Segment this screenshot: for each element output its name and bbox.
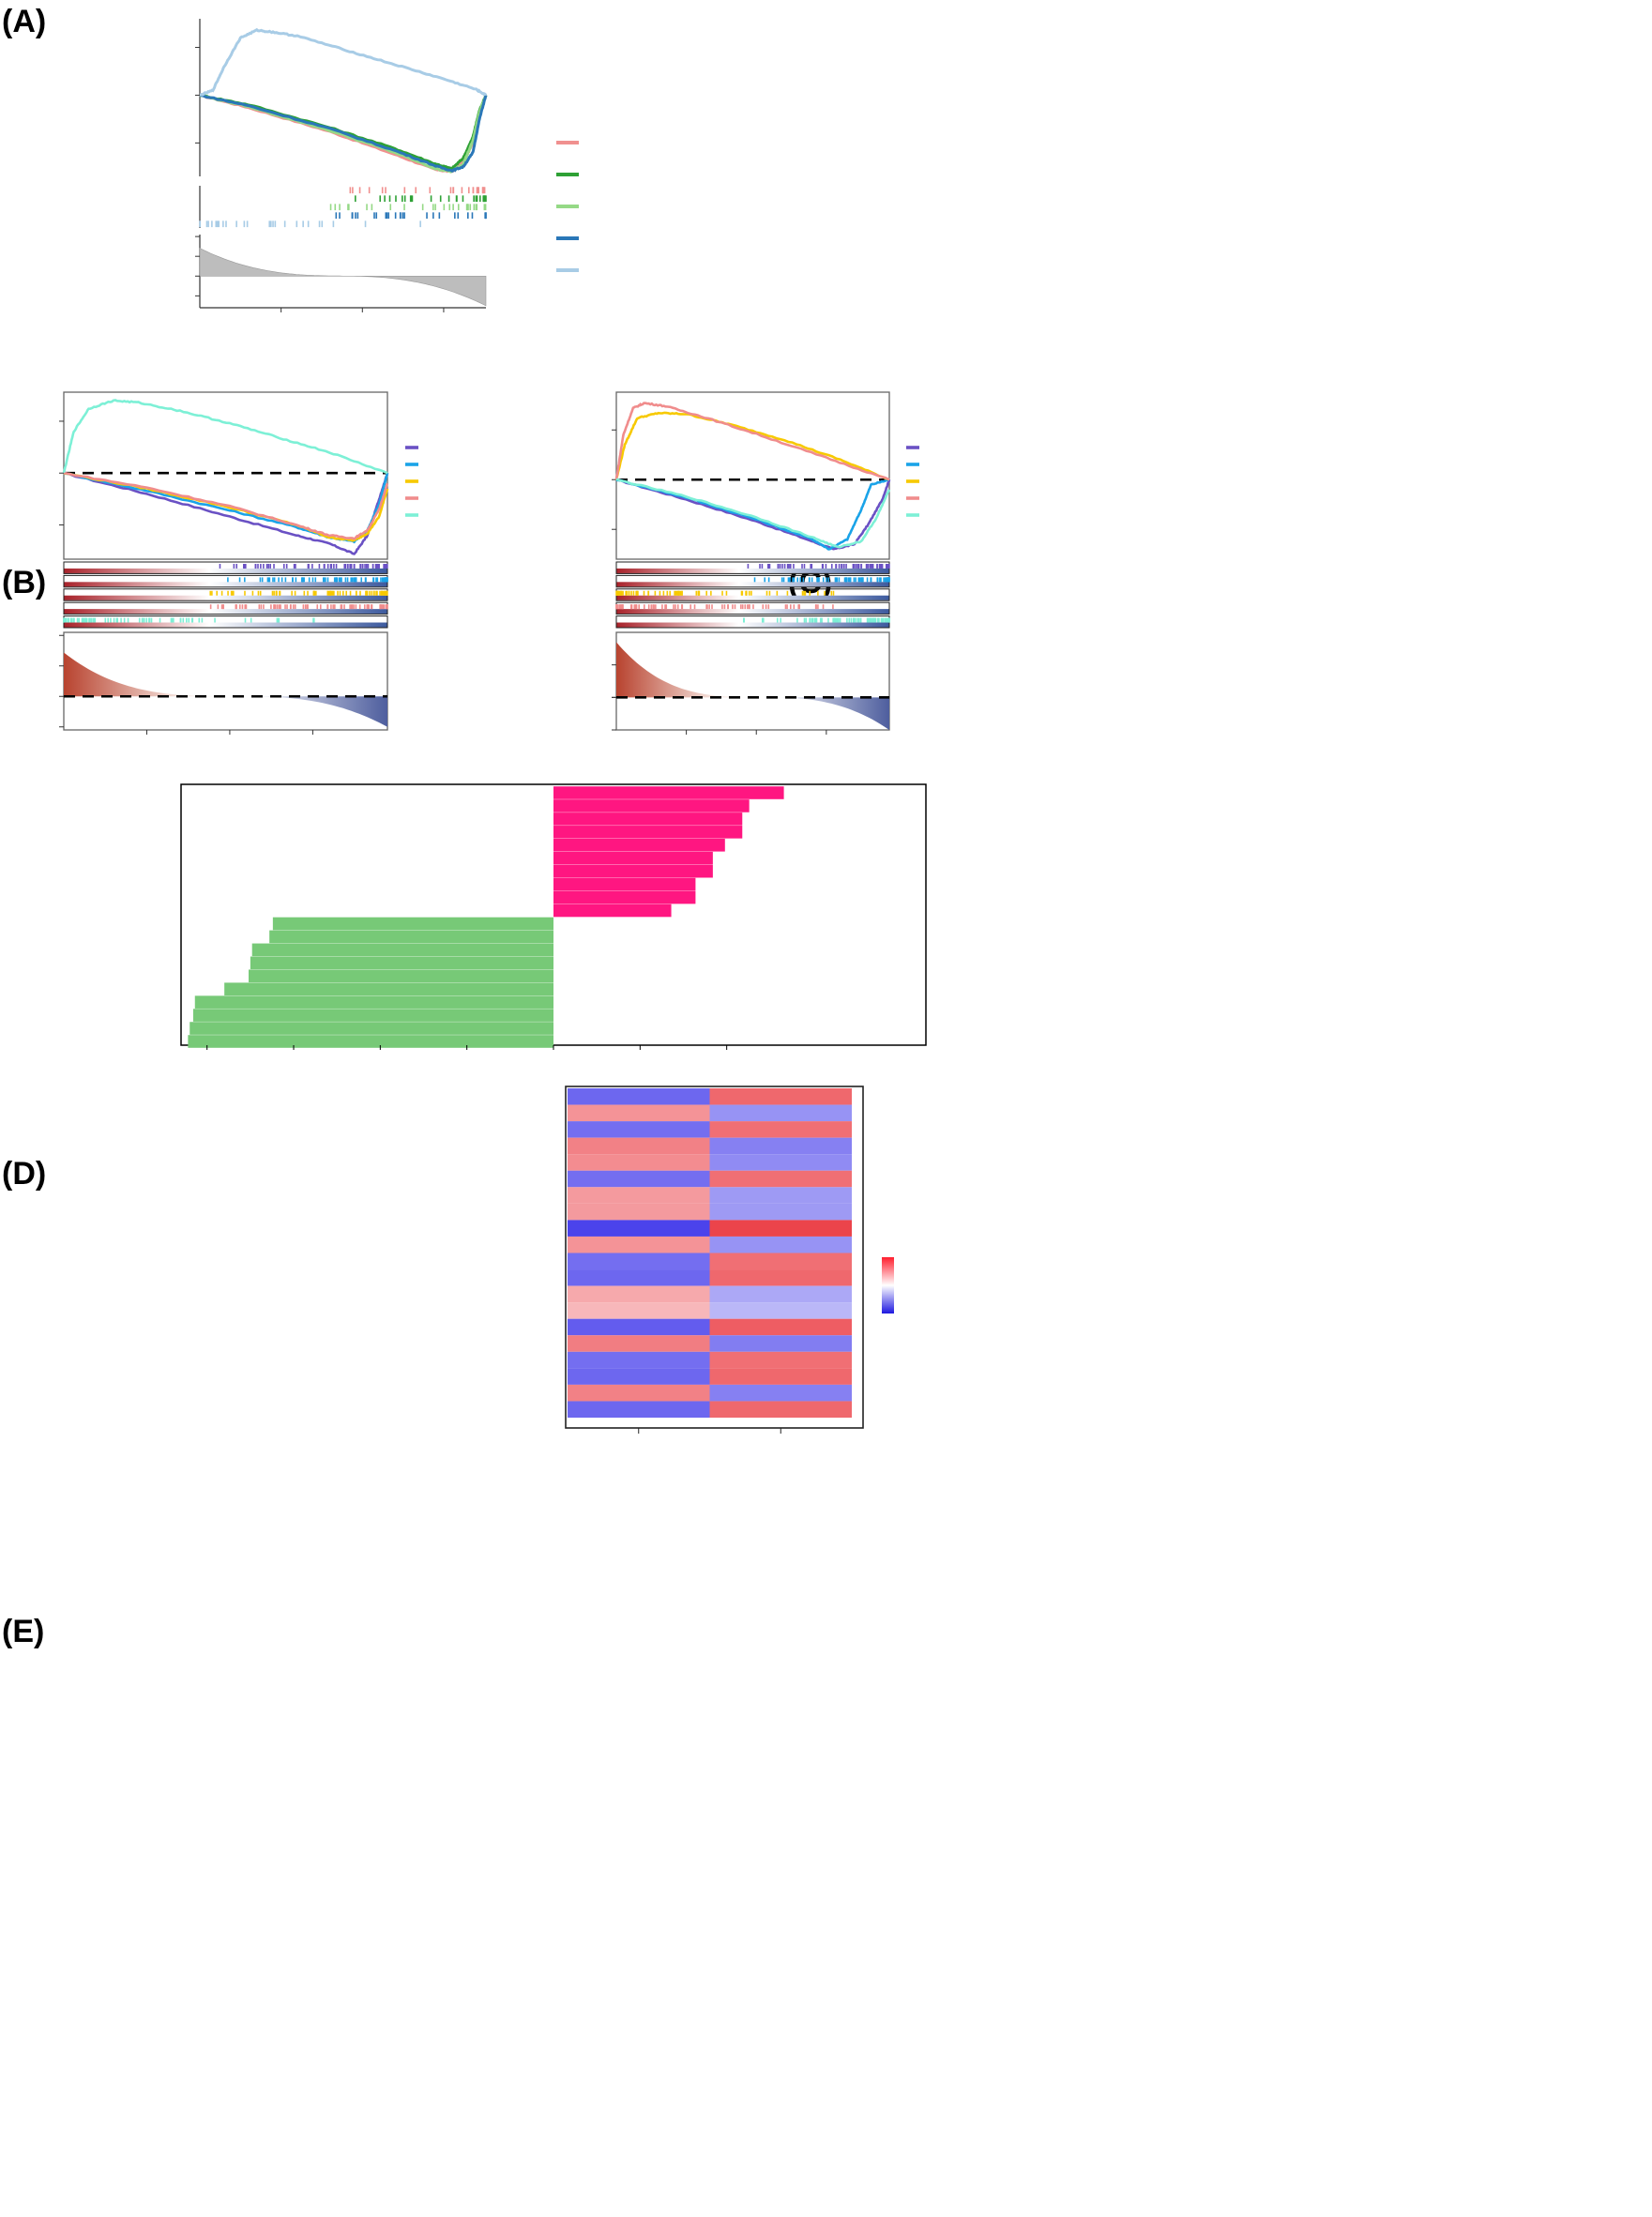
series-line-kegg-allograft-rejection [199, 94, 488, 174]
heatmap-cell [709, 1154, 852, 1171]
bar [188, 1035, 553, 1048]
es-frame [63, 391, 388, 560]
panel-d-barchart [180, 783, 927, 1050]
heatmap-cell [568, 1187, 710, 1204]
panel-b-gsea [59, 391, 418, 735]
heatmap-cell [568, 1154, 710, 1171]
bar [553, 826, 743, 839]
panel-label-d: (D) [2, 1156, 46, 1192]
series-line-spliceosome [63, 472, 389, 542]
heatmap-cell [568, 1203, 710, 1221]
hit-band-gradient [64, 582, 387, 587]
heatmap-cell [709, 1384, 852, 1402]
bar [269, 930, 553, 944]
heatmap-cell [709, 1335, 852, 1352]
panel-label-a: (A) [2, 4, 46, 39]
heatmap-cell [568, 1318, 710, 1336]
heatmap-cell [709, 1401, 852, 1418]
ranked-list-area [199, 248, 487, 307]
hit-band-gradient [64, 609, 387, 615]
bar [553, 877, 696, 891]
heatmap-cell [568, 1384, 710, 1402]
heatmap-cell [709, 1137, 852, 1155]
series-line-kegg-ribosome [200, 27, 488, 97]
ranked-list-area [616, 642, 889, 730]
heatmap-cell [709, 1203, 852, 1221]
series-line-ribosome [63, 471, 389, 555]
series-line-cytokine-cytokine-receptor-interaction [614, 411, 890, 481]
hit-band-gradient [64, 568, 387, 573]
heatmap-cell [709, 1318, 852, 1336]
heatmap-cell [709, 1187, 852, 1204]
heatmap-cell [709, 1104, 852, 1122]
bar [553, 904, 672, 918]
bar [272, 917, 553, 931]
series-line-hematopoietic-cell-lineage [62, 399, 388, 475]
series-line-parkinson-s-disease [63, 471, 389, 540]
panel-label-e: (E) [2, 1614, 44, 1649]
bar [224, 982, 554, 996]
series-line-hematopoietic-cell-lineage [614, 402, 890, 481]
heatmap-cell [568, 1285, 710, 1303]
hit-band-gradient [64, 595, 387, 600]
panel-e-heatmap [565, 1086, 894, 1434]
heatmap-cell [709, 1253, 852, 1270]
bar [553, 851, 713, 865]
colour-legend-bar [882, 1257, 894, 1313]
bar [189, 1022, 554, 1035]
heatmap-cell [568, 1302, 710, 1319]
heatmap-cell [709, 1269, 852, 1286]
series-line-spliceosome [615, 478, 891, 551]
hit-band-gradient [616, 622, 889, 628]
heatmap-cell [568, 1401, 710, 1418]
heatmap-frame [565, 1086, 864, 1429]
bar [194, 995, 553, 1009]
heatmap-cell [568, 1335, 710, 1352]
heatmap-cell [709, 1368, 852, 1385]
panel-label-b: (B) [2, 565, 46, 600]
heatmap-cell [568, 1170, 710, 1188]
heatmap-cell [568, 1088, 710, 1105]
bar [249, 969, 553, 983]
bar [553, 812, 743, 826]
bar [250, 956, 553, 970]
series-line-oxidative-phosphorylation [615, 478, 891, 549]
bar [192, 1009, 553, 1022]
hit-band-gradient [64, 622, 387, 628]
panel-a-gsea [195, 19, 579, 312]
heatmap-cell [709, 1285, 852, 1303]
heatmap-cell [568, 1351, 710, 1369]
bar [553, 786, 784, 799]
heatmap-cell [709, 1121, 852, 1138]
bar [553, 838, 725, 852]
series-line-ribosome [615, 478, 890, 551]
heatmap-cell [709, 1220, 852, 1237]
heatmap-cell [568, 1121, 710, 1138]
hit-band-gradient [616, 582, 889, 587]
heatmap-cell [568, 1220, 710, 1237]
hit-band-gradient [616, 595, 889, 600]
bar [553, 799, 750, 812]
heatmap-cell [568, 1137, 710, 1155]
heatmap-cell [568, 1269, 710, 1286]
series-line-kegg-intestinal-immune-network-for-iga-production [199, 93, 488, 173]
ranked-list-area [64, 652, 387, 727]
heatmap-cell [709, 1302, 852, 1319]
heatmap-cell [568, 1236, 710, 1253]
heatmap-cell [709, 1351, 852, 1369]
bar [553, 890, 696, 904]
panel-c-gsea [612, 391, 919, 735]
heatmap-cell [709, 1170, 852, 1188]
bar [251, 943, 553, 957]
hit-band-gradient [616, 568, 889, 573]
heatmap-cell [709, 1088, 852, 1105]
hit-band-gradient [616, 609, 889, 615]
heatmap-cell [568, 1104, 710, 1122]
heatmap-cell [709, 1236, 852, 1253]
bar [553, 864, 713, 878]
heatmap-cell [568, 1368, 710, 1385]
heatmap-cell [568, 1253, 710, 1270]
